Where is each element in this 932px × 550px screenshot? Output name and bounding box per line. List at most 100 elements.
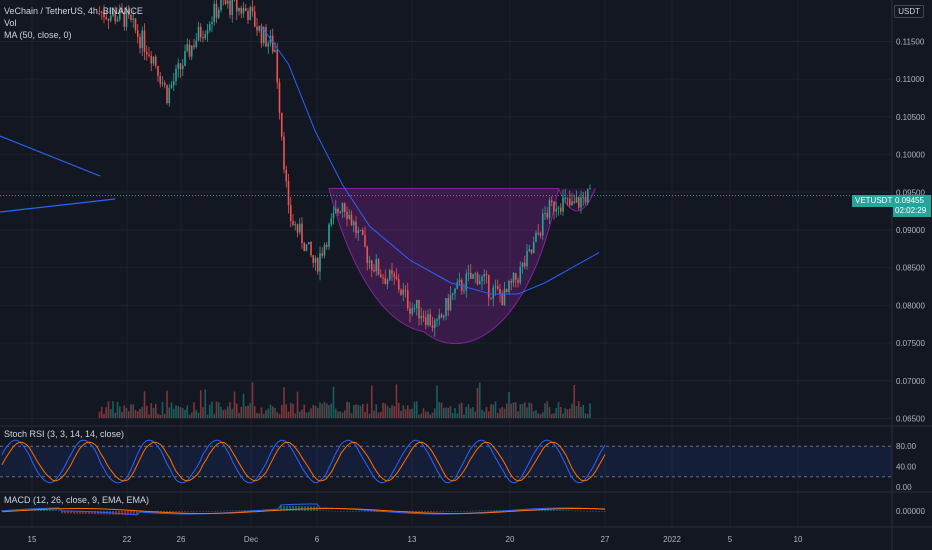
candle-body — [519, 266, 522, 283]
candle-body — [566, 197, 569, 199]
volume-bar — [343, 410, 346, 418]
macd-histogram-bar — [196, 511, 198, 512]
macd-histogram-bar — [601, 511, 603, 512]
candle-body — [332, 212, 335, 219]
volume-bar — [487, 411, 490, 418]
candle-body — [197, 26, 200, 41]
candle-body — [334, 208, 337, 213]
volume-bar — [499, 408, 501, 418]
candle-body — [463, 290, 465, 292]
bar-countdown: 02:02:29 — [895, 206, 927, 215]
volume-bar — [267, 408, 270, 418]
macd-histogram-bar — [322, 510, 324, 512]
candle-body — [499, 288, 501, 295]
candle-body — [523, 262, 526, 267]
macd-histogram-bar — [229, 510, 231, 512]
volume-bar — [136, 411, 139, 418]
macd-histogram-bar — [361, 511, 363, 512]
macd-histogram-bar — [415, 511, 417, 513]
candle-body — [217, 10, 220, 18]
volume-bar — [418, 414, 420, 418]
macd-histogram-bar — [487, 510, 489, 511]
macd-histogram-bar — [85, 511, 87, 514]
macd-histogram-bar — [454, 511, 456, 512]
volume-bar — [222, 410, 225, 418]
candle-body — [474, 273, 477, 275]
volume-bar — [528, 402, 531, 418]
macd-histogram-bar — [295, 505, 297, 511]
macd-histogram-bar — [442, 511, 444, 512]
volume-bar — [262, 413, 265, 418]
macd-histogram-bar — [49, 510, 51, 511]
macd-histogram-bar — [70, 511, 72, 514]
macd-histogram-bar — [238, 510, 240, 511]
volume-bar — [132, 404, 135, 418]
volume-bar — [188, 414, 191, 418]
candle-body — [445, 298, 447, 317]
candle-body — [391, 270, 393, 274]
volume-bar — [103, 413, 105, 418]
candle-body — [388, 270, 391, 280]
macd-histogram-bar — [565, 510, 567, 511]
volume-bar — [575, 406, 578, 418]
macd-histogram-bar — [451, 511, 453, 512]
macd-histogram-bar — [58, 510, 60, 511]
macd-histogram-bar — [214, 510, 216, 512]
volume-bar — [357, 404, 360, 418]
stoch-label: Stoch RSI (3, 3, 14, 14, close) — [4, 429, 125, 439]
candle-body — [580, 197, 582, 208]
candle-body — [346, 211, 348, 219]
macd-histogram-bar — [544, 509, 546, 511]
volume-bar — [130, 404, 132, 418]
stoch-d-line — [1, 441, 606, 482]
macd-histogram-bar — [550, 510, 552, 511]
volume-bar — [571, 403, 573, 418]
volume-bar — [285, 404, 288, 418]
candle-body — [298, 223, 301, 233]
volume-bar — [184, 409, 186, 418]
candle-body — [373, 269, 375, 272]
macd-histogram-bar — [604, 511, 606, 512]
macd-histogram-bar — [355, 511, 357, 512]
candle-body — [112, 11, 114, 16]
macd-legend[interactable]: MACD (12, 26, close, 9, EMA, EMA) — [4, 495, 149, 506]
currency-button[interactable]: USDT — [894, 5, 924, 18]
candle-body — [247, 10, 249, 21]
time-tick-label: 10 — [794, 535, 803, 544]
volume-bar — [274, 408, 276, 418]
stoch-legend[interactable]: Stoch RSI (3, 3, 14, 14, close) — [4, 429, 124, 440]
candle-body — [283, 136, 285, 170]
macd-histogram-bar — [358, 511, 360, 512]
volume-bar — [265, 410, 267, 418]
volume-bar — [397, 402, 400, 418]
volume-bar — [388, 407, 391, 418]
ma-legend[interactable]: MA (50, close, 0) — [4, 30, 72, 41]
candle-body — [118, 8, 121, 20]
candle-body — [409, 308, 411, 314]
candle-body — [204, 34, 207, 39]
volume-bar — [346, 401, 348, 418]
volume-bar — [319, 402, 321, 418]
volume-bar — [186, 405, 189, 418]
candle-body — [494, 286, 497, 288]
volume-bar — [535, 410, 537, 418]
macd-histogram-bar — [493, 510, 495, 511]
volume-bar — [123, 405, 126, 418]
candle-body — [186, 44, 189, 51]
candle-body — [413, 308, 416, 310]
volume-bar — [375, 404, 378, 418]
candle-body — [343, 203, 346, 212]
symbol-legend[interactable]: VeChain / TetherUS, 4h, BINANCE — [4, 6, 143, 17]
volume-legend[interactable]: Vol — [4, 18, 17, 29]
candle-body — [577, 197, 580, 208]
macd-histogram-bar — [562, 510, 564, 511]
volume-bar — [382, 402, 384, 418]
candle-body — [242, 8, 245, 14]
macd-histogram-bar — [541, 509, 543, 511]
candle-body — [589, 188, 591, 190]
volume-bar — [469, 408, 472, 418]
macd-histogram-bar — [568, 510, 570, 512]
volume-bar — [269, 404, 272, 418]
volume-bar — [379, 411, 382, 418]
